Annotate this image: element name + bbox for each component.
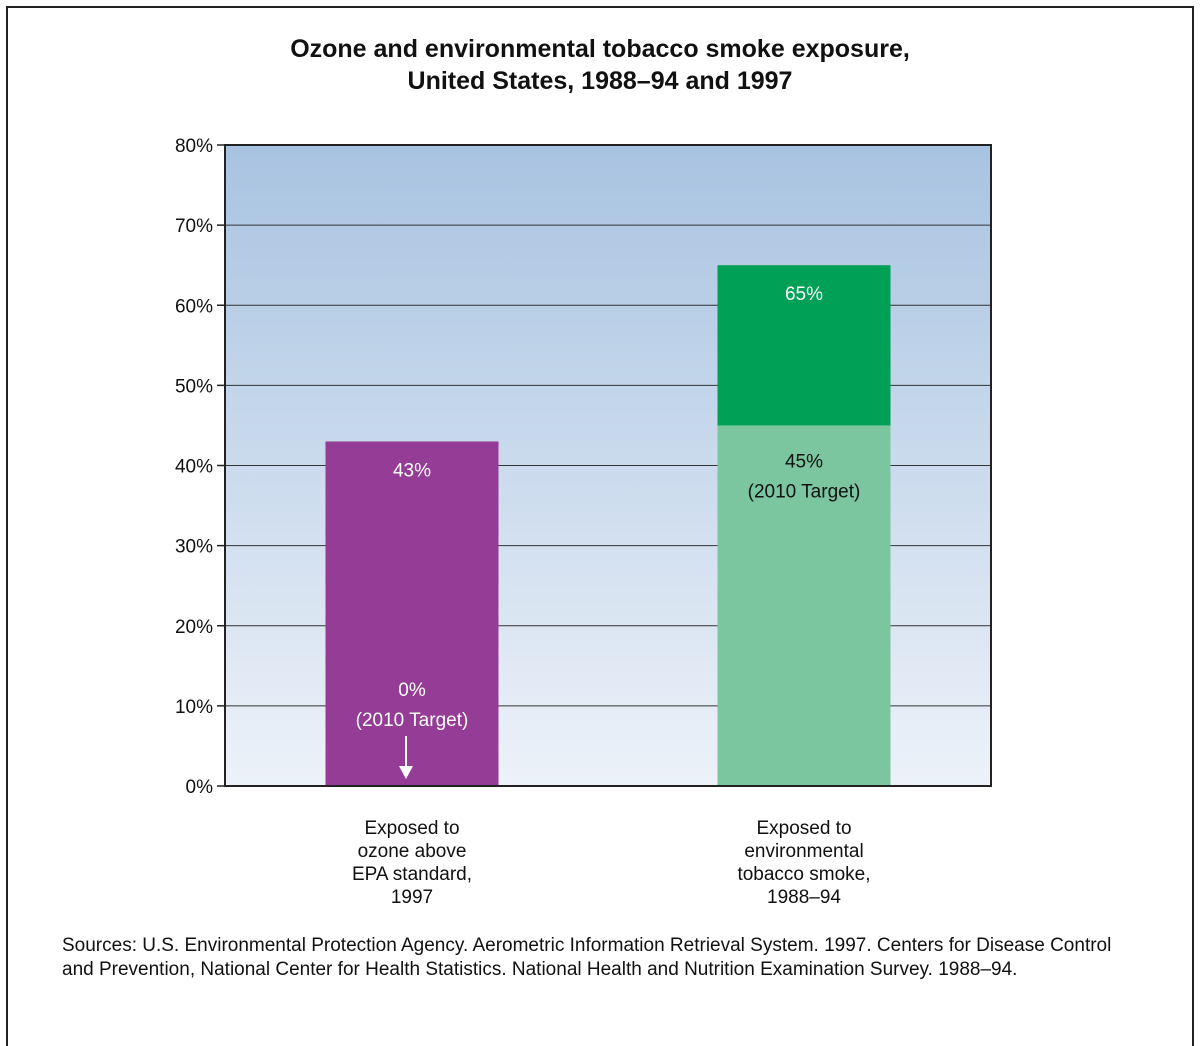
target-label: (2010 Target)	[748, 481, 861, 502]
bar-value-label: 43%	[393, 460, 431, 481]
sources-note: Sources: U.S. Environmental Protection A…	[62, 935, 1112, 980]
y-tick-label: 70%	[175, 216, 213, 237]
bar	[325, 441, 499, 786]
bars: 43% 0% (2010 Target) 65% 45% (2010 Target)	[325, 265, 891, 786]
plot-border	[224, 144, 992, 787]
bar-value-label: 65%	[785, 284, 823, 305]
y-tick-label: 20%	[175, 617, 213, 638]
category-label: EPA standard,	[352, 864, 472, 885]
category-label: 1997	[391, 887, 433, 908]
category-label: Exposed to	[364, 818, 459, 839]
y-tick-label: 30%	[175, 537, 213, 558]
category-label: Exposed to	[756, 818, 851, 839]
category-label: tobacco smoke,	[737, 864, 870, 885]
y-tick-label: 10%	[175, 697, 213, 718]
target-arrow-head	[399, 766, 413, 779]
y-tick-label: 80%	[175, 136, 213, 157]
target-label: (2010 Target)	[356, 710, 469, 731]
chart: Ozone and environmental tobacco smoke ex…	[175, 35, 992, 908]
category-label: environmental	[744, 841, 863, 862]
y-tick-label: 0%	[186, 777, 214, 798]
y-tick-label: 50%	[175, 376, 213, 397]
category-label: 1988–94	[767, 887, 841, 908]
y-axis-ticks: 0% 10% 20% 30% 40% 50% 60% 70% 80%	[175, 136, 225, 798]
category-label: ozone above	[358, 841, 467, 862]
bar-target-segment	[717, 425, 891, 786]
y-tick-label: 60%	[175, 296, 213, 317]
target-label: 45%	[785, 451, 823, 472]
y-tick-label: 40%	[175, 457, 213, 478]
target-label: 0%	[398, 680, 426, 701]
chart-title-line-2: United States, 1988–94 and 1997	[408, 67, 793, 95]
chart-title-line-1: Ozone and environmental tobacco smoke ex…	[290, 35, 910, 63]
